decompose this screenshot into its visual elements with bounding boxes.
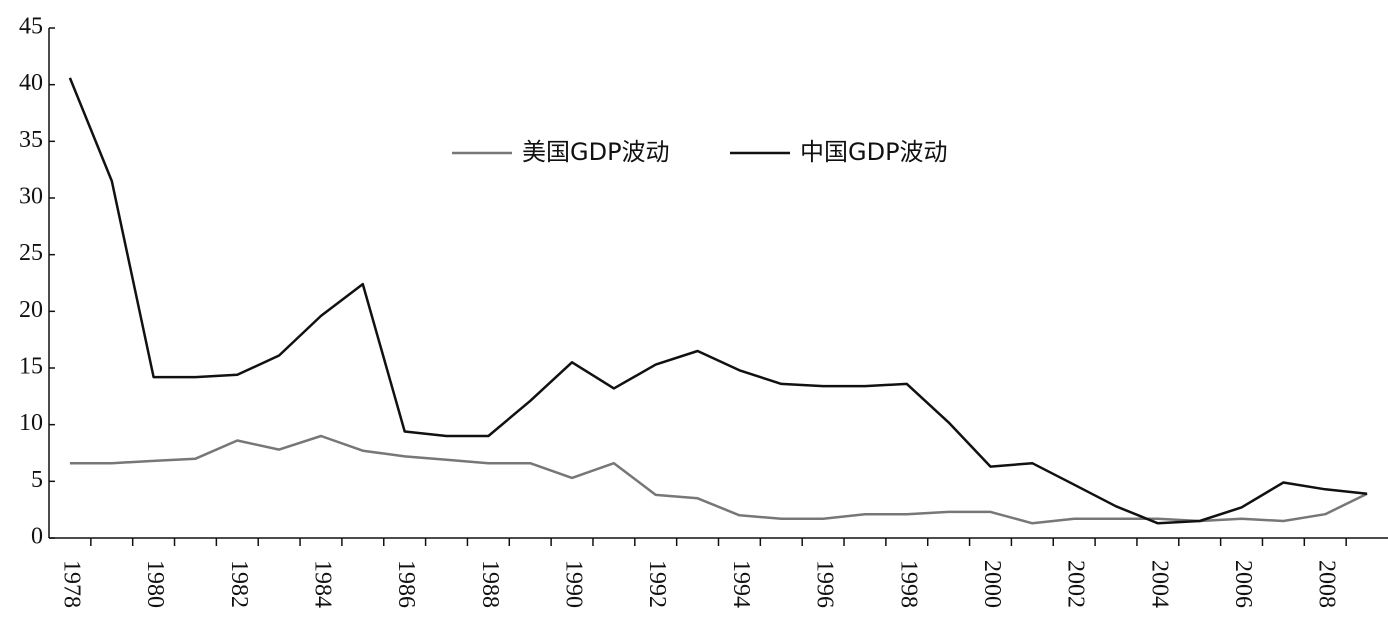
x-tick-label: 2004 — [1146, 560, 1172, 608]
y-tick-label: 15 — [19, 354, 43, 380]
x-tick-label: 2008 — [1314, 560, 1340, 608]
x-tick-label: 1994 — [728, 560, 754, 608]
x-tick-label: 1982 — [226, 560, 252, 608]
data-line — [68, 77, 1368, 525]
y-tick-label: 5 — [31, 467, 43, 493]
x-tick-label: 2000 — [979, 560, 1005, 608]
y-tick-label: 0 — [31, 524, 43, 550]
x-tick-label: 1998 — [895, 560, 921, 608]
x-tick-label: 1990 — [561, 560, 587, 608]
x-tick-label: 1988 — [477, 560, 503, 608]
y-tick-label: 45 — [19, 14, 43, 40]
legend-label: 美国GDP波动 — [522, 138, 670, 166]
x-tick-label: 1986 — [393, 560, 419, 608]
y-tick-label: 20 — [19, 297, 43, 323]
x-tick-label: 1980 — [142, 560, 168, 608]
y-tick-label: 30 — [19, 184, 43, 210]
x-tick-label: 1984 — [309, 560, 335, 608]
x-tick-label: 1996 — [812, 560, 838, 608]
y-tick-label: 40 — [19, 70, 43, 96]
x-tick-label: 2002 — [1063, 560, 1089, 608]
y-tick-label: 10 — [19, 410, 43, 436]
x-tick-label: 1978 — [58, 560, 84, 608]
x-tick-label: 1992 — [644, 560, 670, 608]
y-tick-label: 25 — [19, 240, 43, 266]
legend-label: 中国GDP波动 — [800, 138, 948, 166]
y-tick-label: 35 — [19, 127, 43, 153]
x-tick-label: 2006 — [1230, 560, 1256, 608]
data-line — [69, 434, 1368, 525]
